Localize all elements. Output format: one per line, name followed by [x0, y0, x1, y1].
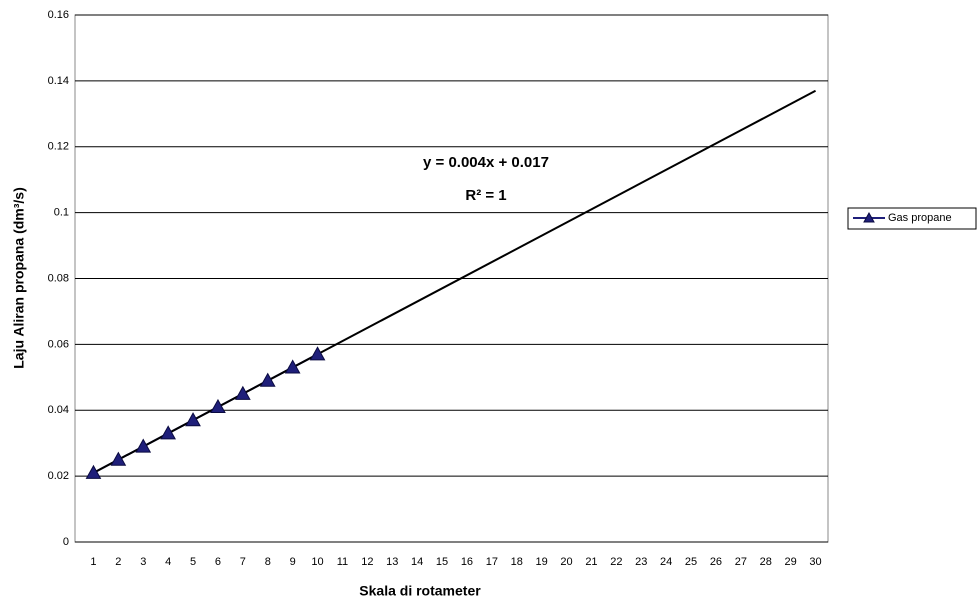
x-tick-label: 23 — [635, 556, 647, 568]
x-tick-label: 24 — [660, 556, 672, 568]
marker — [235, 385, 251, 400]
legend-label: Gas propane — [888, 212, 952, 224]
x-tick-label: 4 — [165, 556, 171, 568]
marker — [284, 359, 301, 374]
x-tick-label: 26 — [710, 556, 722, 568]
marker — [135, 438, 152, 453]
x-tick-label: 30 — [809, 556, 821, 568]
y-tick-label: 0.1 — [54, 207, 69, 219]
x-tick-label: 5 — [190, 556, 196, 568]
marker — [309, 346, 326, 361]
y-tick-label: 0.08 — [48, 272, 69, 284]
x-tick-label: 10 — [311, 556, 323, 568]
x-tick-label: 11 — [337, 556, 348, 568]
x-tick-label: 27 — [735, 556, 747, 568]
marker — [110, 451, 127, 466]
x-tick-label: 18 — [511, 556, 523, 568]
x-tick-label: 16 — [461, 556, 473, 568]
x-tick-label: 1 — [90, 556, 96, 568]
x-tick-label: 13 — [386, 556, 398, 568]
marker — [85, 464, 102, 479]
x-tick-label: 2 — [115, 556, 121, 568]
x-tick-label: 28 — [760, 556, 772, 568]
marker — [210, 398, 226, 414]
y-tick-label: 0.16 — [48, 9, 69, 21]
equation: y = 0.004x + 0.017 — [423, 154, 549, 171]
y-tick-label: 0.02 — [48, 470, 69, 482]
x-tick-label: 15 — [436, 556, 448, 568]
marker — [185, 412, 201, 427]
y-tick-label: 0 — [63, 536, 69, 548]
x-tick-label: 14 — [411, 556, 423, 568]
x-tick-label: 21 — [585, 556, 597, 568]
x-tick-label: 29 — [785, 556, 797, 568]
x-tick-label: 17 — [486, 556, 498, 568]
y-tick-label: 0.12 — [48, 141, 69, 153]
x-tick-label: 8 — [265, 556, 271, 568]
x-tick-label: 22 — [610, 556, 622, 568]
x-tick-label: 25 — [685, 556, 697, 568]
x-tick-label: 20 — [560, 556, 572, 568]
y-axis-label: Laju Aliran propana (dm³/s) — [11, 187, 27, 369]
marker — [160, 425, 176, 440]
marker — [259, 372, 276, 387]
x-tick-label: 3 — [140, 556, 146, 568]
legend — [847, 207, 977, 230]
y-tick-label: 0.04 — [48, 404, 69, 416]
x-tick-label: 9 — [290, 556, 296, 568]
y-tick-label: 0.14 — [48, 75, 69, 87]
r-squared: R² = 1 — [465, 187, 506, 204]
x-tick-label: 19 — [536, 556, 548, 568]
legend-marker — [863, 211, 875, 223]
x-tick-label: 7 — [240, 556, 246, 568]
trendline — [92, 89, 817, 474]
x-tick-label: 12 — [361, 556, 373, 568]
x-axis-label: Skala di rotameter — [359, 583, 481, 599]
y-tick-label: 0.06 — [48, 338, 69, 350]
x-tick-label: 6 — [215, 556, 221, 568]
